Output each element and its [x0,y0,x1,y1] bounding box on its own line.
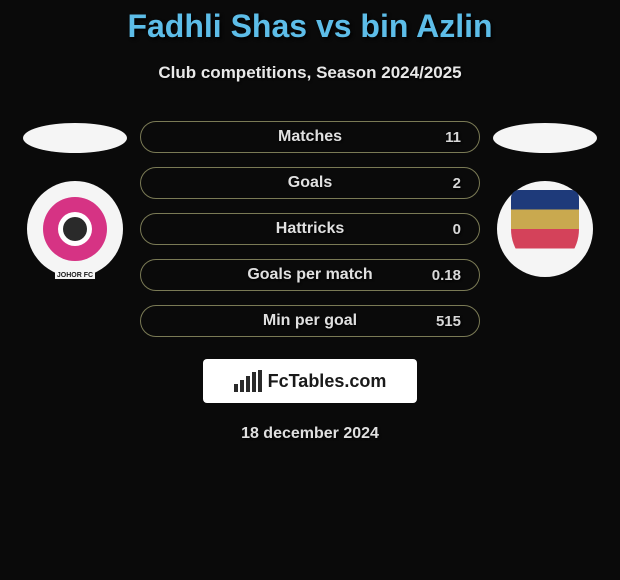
chart-bar [258,370,262,392]
stats-column: Matches 11 Goals 2 Hattricks 0 Goals per… [140,121,480,337]
chart-icon [234,370,262,392]
left-flag-oval [23,123,127,153]
stat-row-goals: Goals 2 [140,167,480,199]
stat-right-value: 2 [453,175,461,192]
right-club-badge [497,181,593,277]
left-club-badge: JOHOR FC [27,181,123,277]
footer-date: 18 december 2024 [0,425,620,443]
chart-bar [252,372,256,392]
watermark-text: FcTables.com [268,371,387,392]
chart-bar [234,384,238,392]
johor-badge-inner [43,197,107,261]
left-club-label: JOHOR FC [55,272,95,279]
stat-right-value: 11 [445,129,461,146]
stat-row-goals-per-match: Goals per match 0.18 [140,259,480,291]
stat-label: Matches [278,128,342,146]
stat-label: Goals [288,174,332,192]
watermark[interactable]: FcTables.com [203,359,417,403]
stat-label: Goals per match [247,266,372,284]
left-player-col: JOHOR FC [20,121,130,277]
stat-row-min-per-goal: Min per goal 515 [140,305,480,337]
stat-row-hattricks: Hattricks 0 [140,213,480,245]
stat-label: Hattricks [276,220,344,238]
right-flag-oval [493,123,597,153]
page-subtitle: Club competitions, Season 2024/2025 [0,63,620,83]
right-player-col [490,121,600,277]
stat-label: Min per goal [263,312,357,330]
stats-area: JOHOR FC Matches 11 Goals 2 Hattricks 0 … [0,121,620,337]
stat-right-value: 0 [453,221,461,238]
stat-right-value: 0.18 [432,267,461,284]
stat-right-value: 515 [436,313,461,330]
stat-row-matches: Matches 11 [140,121,480,153]
chart-bar [240,380,244,392]
away-badge-inner [511,190,579,268]
page-title: Fadhli Shas vs bin Azlin [0,8,620,45]
gear-icon [63,217,87,241]
johor-badge-center [58,212,92,246]
comparison-card: Fadhli Shas vs bin Azlin Club competitio… [0,0,620,443]
chart-bar [246,376,250,392]
